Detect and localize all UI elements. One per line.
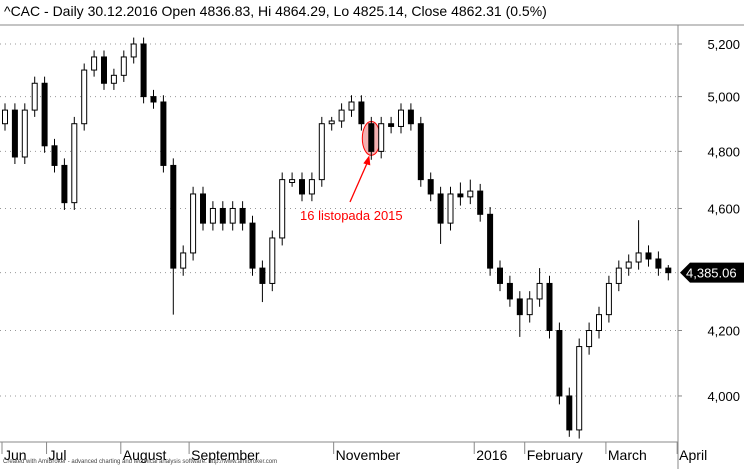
x-tick-label: Jun — [4, 447, 27, 463]
candle-body — [358, 101, 365, 125]
y-tick-label: 4,000 — [707, 389, 740, 404]
footer-credit: Created with AmiBroker - advanced charti… — [3, 459, 278, 465]
x-tick-label: Jul — [49, 447, 67, 463]
y-tick-label: 5,200 — [707, 37, 740, 52]
candle-body — [308, 179, 315, 195]
candle-body — [437, 193, 444, 224]
candle-body — [21, 109, 28, 158]
candle-body — [467, 190, 474, 198]
y-tick-label: 4,800 — [707, 144, 740, 159]
candle-body — [200, 193, 206, 224]
candle-body — [101, 56, 107, 84]
candle-body — [190, 193, 197, 254]
candle-body — [487, 213, 494, 269]
candle-body — [566, 395, 573, 431]
y-tick-label: 4,200 — [707, 324, 740, 339]
candle-body — [219, 207, 226, 224]
candle-body — [289, 179, 296, 183]
arrowhead-icon — [363, 155, 371, 166]
candle-body — [645, 252, 652, 260]
candle-body — [318, 123, 325, 181]
y-tick-label: 5,000 — [707, 90, 740, 105]
candle-body — [506, 282, 513, 300]
annotation-arrow — [349, 160, 369, 203]
candle-body — [576, 346, 583, 431]
candle-body — [130, 43, 137, 58]
candle-body — [259, 267, 266, 284]
candle-body — [477, 190, 484, 215]
candle-body — [378, 123, 385, 152]
candle-body — [299, 179, 305, 195]
candle-body — [635, 252, 642, 263]
candle-body — [655, 258, 662, 269]
candle-body — [140, 43, 147, 98]
candle-body — [665, 267, 672, 274]
x-tick-label: September — [191, 447, 260, 463]
candle-body — [61, 164, 68, 204]
candle-body — [516, 298, 523, 316]
candle-body — [388, 123, 395, 127]
candle-body — [229, 207, 236, 224]
candle-body — [41, 82, 48, 147]
candle-body — [417, 123, 424, 181]
candle-body — [180, 252, 187, 269]
candle-body — [51, 145, 58, 166]
candle-body — [457, 193, 464, 198]
candle-body — [447, 193, 454, 224]
candle-body — [160, 101, 167, 166]
candle-body — [249, 222, 256, 269]
candle-body — [71, 123, 78, 204]
candle-body — [625, 261, 632, 269]
candle-body — [91, 56, 98, 71]
x-tick-label: 2016 — [476, 447, 507, 463]
x-tick-label: February — [527, 447, 583, 463]
last-price-label: 4,385.06 — [686, 266, 737, 281]
candle-body — [427, 179, 434, 195]
candle-body — [11, 109, 18, 158]
candle-body — [407, 109, 414, 125]
x-tick-label: April — [679, 447, 707, 463]
candle-body — [120, 56, 127, 76]
candle-body — [338, 109, 345, 122]
candle-body — [368, 123, 375, 152]
y-tick-label: 4,600 — [707, 201, 740, 216]
candle-body — [398, 109, 404, 127]
candle-body — [279, 179, 286, 239]
candle-body — [170, 164, 177, 269]
candle-body — [556, 330, 563, 397]
candle-body — [2, 109, 8, 125]
last-price-tag — [680, 262, 744, 283]
candle-body — [328, 120, 335, 125]
candle-body — [348, 101, 355, 111]
candle-body — [615, 267, 622, 284]
candle-body — [81, 69, 88, 125]
x-tick-label: August — [123, 447, 167, 463]
candle-body — [536, 282, 543, 300]
chart-title: ^CAC - Daily 30.12.2016 Open 4836.83, Hi… — [4, 3, 547, 19]
candle-body — [586, 330, 593, 348]
candle-body — [596, 314, 602, 332]
x-tick-label: March — [608, 447, 647, 463]
annotation-label: 16 listopada 2015 — [300, 208, 403, 223]
candle-body — [526, 298, 533, 316]
candle-body — [269, 237, 276, 284]
candle-body — [31, 82, 38, 111]
x-tick-label: November — [336, 447, 401, 463]
candle-body — [110, 74, 117, 84]
candle-body — [209, 207, 216, 224]
candle-body — [497, 267, 503, 284]
candle-body — [605, 282, 612, 316]
candle-body — [239, 207, 246, 224]
candle-body — [150, 96, 157, 103]
candle-body — [546, 282, 553, 332]
